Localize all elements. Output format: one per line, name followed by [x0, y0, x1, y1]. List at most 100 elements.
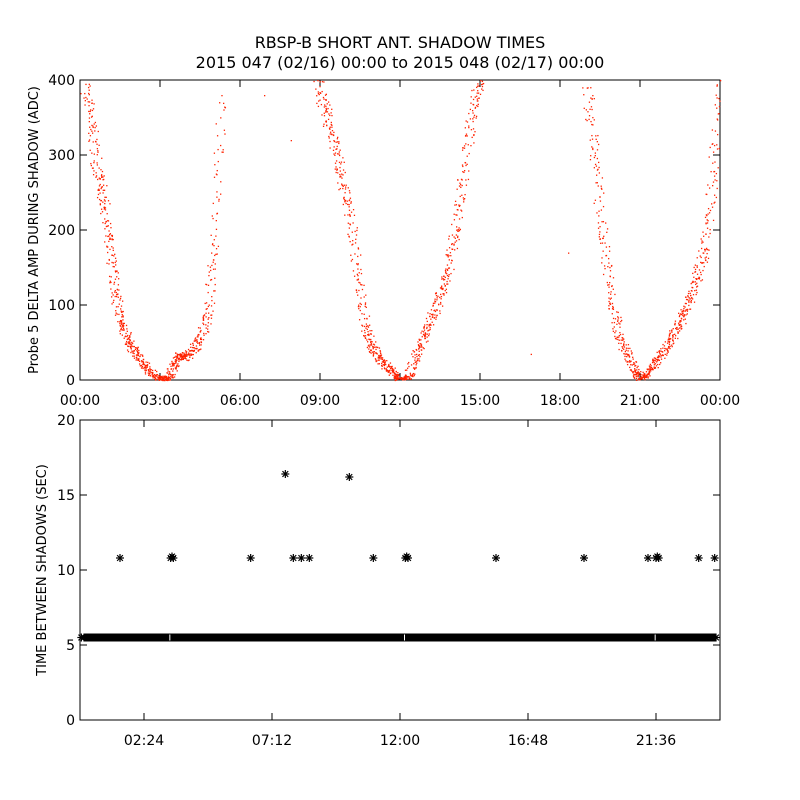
data-point: [88, 92, 90, 95]
data-point: [649, 369, 651, 371]
data-point: [585, 109, 587, 111]
data-point: [162, 377, 164, 379]
data-point: [216, 196, 218, 198]
data-point: [127, 342, 129, 344]
data-point: [180, 356, 182, 358]
data-point: [632, 356, 634, 358]
data-point: [608, 286, 610, 288]
data-point: [130, 345, 132, 347]
data-point: [333, 153, 335, 155]
data-point: [718, 113, 720, 115]
data-point: [356, 263, 358, 265]
data-point: [333, 140, 335, 142]
data-point: [372, 351, 374, 354]
data-point: [166, 372, 168, 374]
data-point: [119, 297, 122, 300]
data-point: [113, 299, 115, 302]
data-point: [604, 267, 606, 270]
data-point: [195, 352, 197, 354]
data-point: [703, 262, 705, 264]
data-point: [653, 367, 656, 370]
data-point: [122, 315, 124, 317]
data-point: [367, 325, 369, 327]
data-point: [450, 262, 452, 264]
data-point: [357, 263, 359, 266]
data-point: [164, 379, 166, 382]
data-point: [374, 358, 377, 360]
top-x-tick-label: 00:00: [700, 393, 740, 409]
data-point: [383, 361, 385, 364]
data-point: [688, 290, 690, 293]
data-point: [608, 250, 611, 252]
data-point: [89, 110, 91, 113]
data-point: [470, 145, 472, 147]
data-point: [172, 376, 174, 378]
data-point: [667, 338, 669, 341]
data-point: [368, 334, 370, 337]
data-point: [610, 291, 612, 293]
data-point: [98, 188, 100, 190]
data-point: [456, 188, 458, 190]
data-point: [151, 372, 154, 374]
data-point: [148, 374, 150, 377]
data-point: [363, 329, 366, 332]
data-point: [142, 367, 144, 370]
data-point: [602, 250, 604, 252]
data-point: [657, 356, 660, 358]
data-point: [89, 85, 91, 87]
data-point: [95, 172, 97, 174]
data-point: [464, 135, 467, 137]
data-point: [405, 374, 407, 376]
data-point: [137, 354, 139, 357]
data-point: [140, 360, 143, 362]
data-point: [388, 371, 390, 374]
data-point: [388, 374, 390, 376]
data-point: [436, 309, 438, 311]
data-point: [458, 204, 460, 206]
data-point: [167, 368, 169, 370]
data-point: [693, 301, 696, 303]
data-point: [685, 309, 687, 311]
data-point: [444, 289, 446, 292]
data-point: [173, 365, 175, 367]
data-point: [649, 371, 651, 374]
data-point: [203, 314, 205, 317]
data-point: [706, 252, 708, 255]
data-point: [611, 285, 613, 288]
data-point: [473, 89, 475, 91]
data-point: [149, 369, 152, 371]
data-point: [145, 364, 147, 367]
data-point: [418, 347, 420, 349]
data-point: [420, 332, 422, 334]
data-point: [611, 322, 613, 324]
data-point: [663, 345, 666, 347]
data-point: [608, 308, 610, 310]
data-point: [339, 166, 341, 169]
top-x-tick-label: 15:00: [460, 393, 500, 409]
data-point: [440, 295, 443, 298]
data-point: [598, 210, 600, 212]
data-point: [568, 252, 570, 254]
data-point: [710, 554, 719, 562]
data-point: [184, 350, 187, 352]
data-point: [668, 333, 671, 335]
data-point: [172, 377, 174, 379]
data-point: [224, 107, 227, 109]
data-point: [388, 371, 390, 373]
data-point: [323, 115, 326, 117]
data-point: [332, 134, 335, 137]
data-point: [593, 156, 596, 159]
data-point: [674, 323, 676, 326]
data-point: [454, 237, 456, 239]
data-point: [447, 275, 450, 278]
data-point: [635, 371, 637, 374]
data-point: [378, 359, 380, 361]
baseline-point: [712, 633, 720, 642]
data-point: [91, 99, 93, 101]
data-point: [388, 364, 390, 367]
data-point: [336, 141, 339, 143]
data-point: [678, 330, 681, 332]
data-point: [711, 206, 714, 208]
data-point: [706, 214, 708, 217]
data-point: [678, 327, 681, 329]
